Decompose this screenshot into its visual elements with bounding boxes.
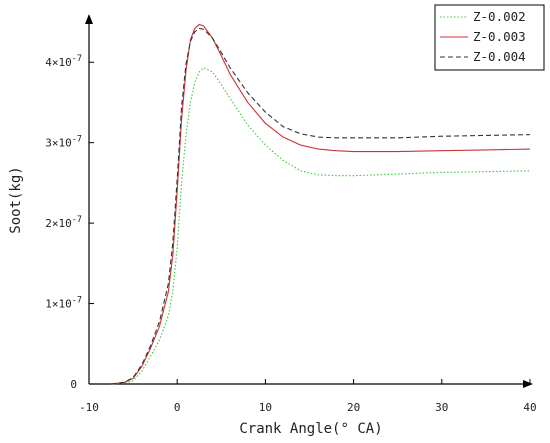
x-tick-label: 30: [435, 401, 448, 414]
y-axis-title: Soot(kg): [8, 166, 24, 233]
series-line-2: [110, 23, 531, 385]
x-axis-title: Crank Angle(° CA): [239, 421, 382, 437]
x-tick-label: 10: [259, 401, 272, 414]
y-tick-base: 1×10: [45, 298, 72, 311]
y-tick-exponent: -7: [72, 54, 82, 64]
x-ticks: -10 0 10 20 30 40: [79, 379, 537, 414]
series-line-3: [110, 27, 531, 385]
y-tick-base: 4×10: [45, 56, 72, 69]
y-axis-arrow: [85, 14, 93, 24]
legend: Z-0.002 Z-0.003 Z-0.004: [434, 4, 545, 71]
legend-label: Z-0.002: [473, 9, 526, 24]
axes: [85, 14, 533, 388]
x-tick-label: -10: [79, 401, 99, 414]
y-tick-base: 2×10: [45, 217, 72, 230]
y-tick-label: 1×10-7: [45, 296, 82, 311]
y-tick-base: 0: [70, 378, 77, 391]
legend-label: Z-0.004: [473, 49, 526, 64]
y-tick-exponent: -7: [72, 296, 82, 306]
x-tick-label: 20: [347, 401, 360, 414]
y-tick-label: 2×10-7: [45, 215, 82, 230]
y-tick-label: 0: [70, 378, 77, 391]
y-tick-base: 3×10: [45, 137, 72, 150]
y-tick-exponent: -7: [72, 215, 82, 225]
series-layer: [110, 23, 531, 385]
series-line-1: [111, 67, 531, 385]
y-tick-exponent: -7: [72, 135, 82, 145]
y-tick-label: 3×10-7: [45, 135, 82, 150]
y-tick-label: 4×10-7: [45, 54, 82, 69]
x-axis-arrow: [523, 380, 533, 388]
y-ticks: 01×10-72×10-73×10-74×10-7: [45, 54, 94, 391]
legend-label: Z-0.003: [473, 29, 526, 44]
x-tick-label: 0: [174, 401, 181, 414]
x-tick-label: 40: [523, 401, 536, 414]
